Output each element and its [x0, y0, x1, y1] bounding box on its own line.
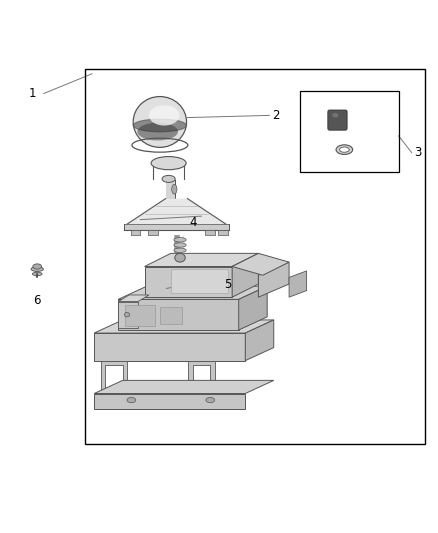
Bar [124, 224, 229, 230]
Polygon shape [232, 253, 258, 297]
Bar [148, 230, 158, 235]
Polygon shape [232, 253, 289, 275]
Ellipse shape [174, 243, 186, 247]
Polygon shape [239, 286, 267, 330]
Polygon shape [101, 361, 127, 391]
Ellipse shape [175, 253, 185, 262]
Polygon shape [94, 333, 245, 361]
Text: 5: 5 [224, 278, 231, 290]
Ellipse shape [151, 157, 186, 169]
Polygon shape [94, 393, 245, 409]
Text: 3: 3 [415, 146, 422, 159]
Ellipse shape [162, 175, 175, 182]
Polygon shape [118, 300, 239, 330]
Bar [131, 230, 140, 235]
Polygon shape [145, 253, 258, 266]
Ellipse shape [174, 238, 186, 242]
Ellipse shape [33, 264, 42, 269]
Ellipse shape [332, 113, 338, 117]
Bar [205, 230, 215, 235]
Ellipse shape [133, 119, 187, 132]
Text: 4: 4 [189, 216, 197, 229]
Ellipse shape [172, 184, 177, 194]
Polygon shape [94, 381, 274, 393]
Ellipse shape [127, 398, 136, 403]
Polygon shape [171, 269, 228, 293]
Polygon shape [127, 199, 226, 224]
Polygon shape [94, 320, 274, 333]
Ellipse shape [339, 147, 349, 152]
Text: 6: 6 [33, 294, 41, 307]
Bar [35, 269, 39, 274]
Polygon shape [118, 302, 138, 328]
Ellipse shape [124, 312, 130, 317]
Polygon shape [145, 266, 232, 297]
Bar [218, 230, 228, 235]
Polygon shape [245, 320, 274, 361]
Ellipse shape [336, 145, 353, 155]
Polygon shape [289, 271, 307, 297]
Bar [166, 180, 175, 199]
Polygon shape [118, 295, 149, 302]
Bar [85, 69, 425, 444]
Ellipse shape [133, 96, 187, 147]
Text: 1: 1 [29, 87, 37, 100]
FancyBboxPatch shape [328, 110, 347, 130]
Bar [160, 307, 182, 324]
Ellipse shape [174, 248, 186, 253]
Polygon shape [188, 361, 215, 391]
Ellipse shape [206, 398, 215, 403]
Polygon shape [118, 286, 267, 300]
Bar [300, 91, 399, 172]
Ellipse shape [31, 267, 43, 271]
Ellipse shape [149, 105, 180, 126]
Bar [125, 304, 155, 326]
Ellipse shape [138, 123, 178, 141]
Text: 2: 2 [272, 109, 280, 122]
Polygon shape [258, 262, 289, 297]
Ellipse shape [32, 272, 42, 276]
